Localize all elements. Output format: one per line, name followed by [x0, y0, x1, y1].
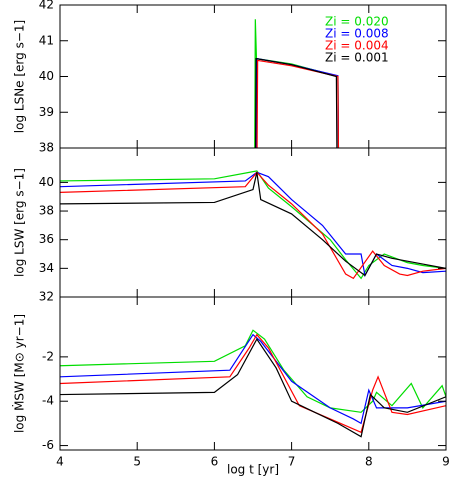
y-tick-label: -4	[42, 394, 54, 408]
y-tick-label: 41	[39, 33, 54, 47]
y-tick-label: 40	[39, 69, 54, 83]
y-axis-label: log ṀSW [M⊙ yr−1]	[12, 314, 27, 433]
x-axis-label: log t [yr]	[227, 463, 279, 477]
y-tick-label: -2	[42, 349, 54, 363]
series-line	[255, 57, 340, 148]
x-tick-label: 8	[365, 455, 373, 469]
series-line	[60, 333, 446, 434]
y-tick-label: 32	[39, 290, 54, 304]
series-line	[60, 171, 446, 280]
y-tick-label: -6	[42, 438, 54, 452]
series-line	[60, 170, 446, 280]
plot-frame	[59, 296, 447, 451]
series-line	[60, 333, 446, 425]
plot-lines	[254, 19, 340, 148]
legend-entry: Zi = 0.008	[325, 27, 389, 41]
legend-entry: Zi = 0.001	[325, 51, 389, 65]
y-axis-label: log LSW [erg s−1]	[13, 168, 27, 277]
plot-lines	[60, 329, 446, 438]
plot-lines	[60, 170, 446, 280]
y-tick-label: 40	[39, 175, 54, 189]
x-tick-label: 7	[288, 455, 296, 469]
legend-entry: Zi = 0.020	[325, 15, 389, 29]
series-line	[60, 171, 446, 278]
legend-entry: Zi = 0.004	[325, 39, 389, 53]
x-tick-label: 4	[56, 455, 64, 469]
y-tick-label: 38	[39, 204, 54, 218]
series-line	[60, 337, 446, 438]
series-line	[256, 59, 340, 148]
y-axis-label: log LSNe [erg s−1]	[13, 20, 27, 133]
y-tick-label: 39	[39, 105, 54, 119]
series-line	[60, 329, 446, 413]
series-line	[60, 172, 446, 277]
series-line	[254, 57, 338, 148]
y-tick-label: 34	[39, 261, 54, 275]
plot-frame	[59, 147, 447, 298]
y-tick-label: 42	[39, 0, 54, 12]
y-tick-label: 36	[39, 232, 54, 246]
x-tick-label: 5	[133, 455, 141, 469]
x-tick-label: 6	[211, 455, 219, 469]
x-tick-label: 9	[442, 455, 450, 469]
y-tick-label: 38	[39, 141, 54, 155]
